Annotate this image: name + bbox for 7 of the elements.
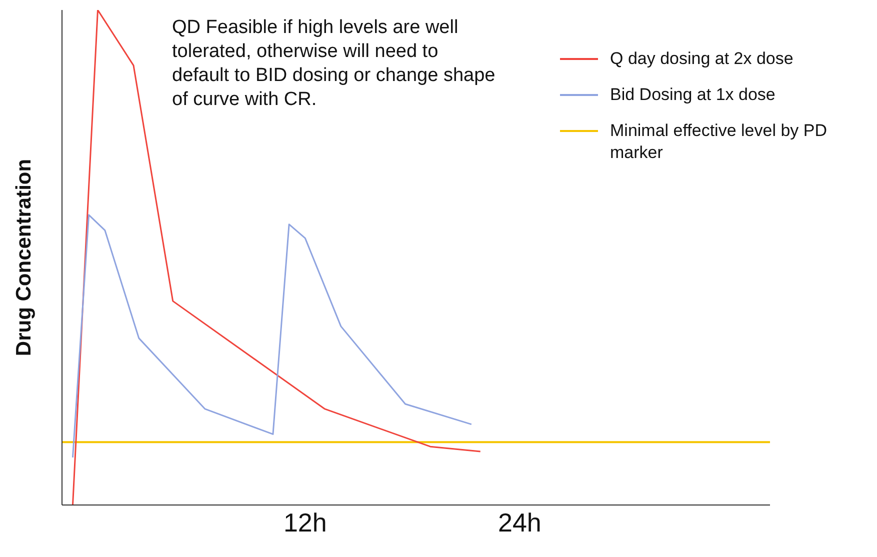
legend-label: Q day dosing at 2x dose [610, 48, 794, 70]
legend-label: Bid Dosing at 1x dose [610, 84, 776, 106]
legend-label: Minimal effective level by PD marker [610, 120, 828, 164]
x-tick-label: 24h [498, 507, 542, 538]
y-axis-title: Drug Concentration [12, 158, 36, 356]
annotation: QD Feasible if high levels are well tolerated, otherwise will need to default to BID dosing or change shape of curve with CR. [172, 16, 496, 112]
x-tick-label: 12h [283, 507, 327, 538]
